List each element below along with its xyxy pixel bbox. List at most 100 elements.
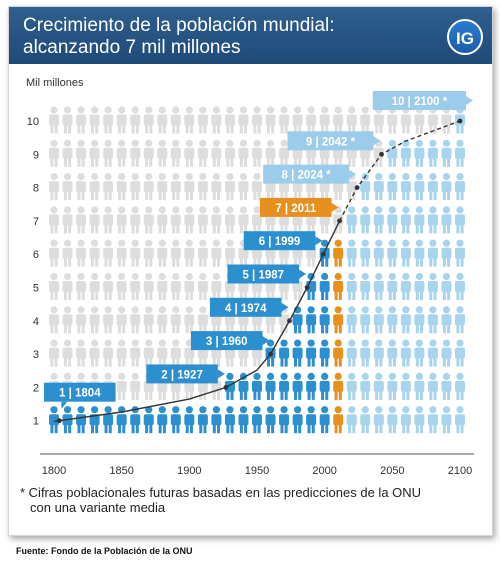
person-leg-right [176, 224, 180, 234]
person-leg-right [311, 357, 315, 367]
person-head [104, 239, 112, 247]
person-icon [116, 239, 127, 267]
person-leg-left [334, 424, 338, 434]
person-body [197, 380, 208, 392]
person-icon [157, 173, 168, 201]
person-icon [116, 206, 127, 234]
person-icon [292, 372, 303, 400]
person-body [252, 247, 262, 259]
person-head [118, 239, 126, 247]
person-leg-right [311, 191, 315, 201]
person-leg-right [189, 257, 193, 267]
person-head [456, 272, 464, 281]
person-body [292, 414, 303, 426]
person-head [456, 406, 464, 414]
person-leg-right [325, 124, 329, 134]
person-icon [224, 106, 235, 134]
person-body [184, 380, 195, 392]
milestone-point [57, 418, 62, 424]
person-leg-left [226, 390, 230, 400]
person-leg-right [352, 424, 356, 434]
person-body [441, 247, 452, 259]
milestone-label-1: 1 | 1804 [44, 382, 116, 409]
person-leg-right [68, 324, 72, 334]
person-body [400, 147, 411, 159]
person-head [145, 339, 153, 347]
person-leg-left [104, 124, 108, 134]
milestone-label-text: 7 | 2011 [275, 203, 317, 215]
person-body [238, 214, 249, 226]
person-leg-left [212, 257, 216, 267]
person-body [346, 181, 357, 193]
person-leg-left [402, 291, 406, 300]
person-leg-right [257, 324, 261, 334]
person-body [400, 281, 411, 292]
person-leg-left [294, 424, 297, 434]
person-body [455, 414, 465, 426]
person-icon [427, 306, 438, 334]
person-icon [238, 206, 249, 234]
person-body [157, 147, 168, 159]
person-icon [455, 272, 465, 300]
person-body [387, 181, 398, 193]
person-body [387, 281, 398, 292]
person-leg-left [375, 224, 379, 234]
person-leg-left [280, 424, 284, 434]
person-icon [62, 306, 73, 334]
person-head [77, 306, 85, 314]
person-body [116, 281, 127, 292]
person-body [89, 181, 100, 193]
people-grid [49, 106, 465, 434]
person-leg-left [104, 291, 108, 300]
person-leg-right [447, 390, 451, 400]
person-body [184, 414, 195, 426]
person-body [130, 214, 141, 226]
person-head [266, 339, 275, 347]
person-leg-right [244, 124, 248, 134]
person-head [63, 339, 72, 347]
person-body [103, 314, 114, 326]
person-leg-right [284, 191, 288, 201]
person-leg-left [145, 157, 149, 167]
person-leg-right [108, 257, 112, 267]
person-body [197, 247, 208, 259]
person-leg-right [338, 257, 342, 267]
person-head [442, 206, 451, 214]
person-body [360, 247, 371, 259]
person-icon [130, 106, 141, 134]
person-leg-right [325, 191, 329, 201]
person-body [211, 114, 222, 126]
person-leg-right [68, 424, 72, 434]
person-body [116, 414, 127, 426]
person-leg-left [145, 257, 149, 267]
person-body [333, 414, 344, 426]
person-head [145, 272, 153, 281]
person-leg-right [244, 157, 248, 167]
person-head [145, 173, 153, 181]
person-body [116, 214, 127, 226]
person-icon [157, 206, 168, 234]
person-icon [49, 206, 59, 234]
person-leg-right [311, 257, 315, 267]
person-leg-left [50, 424, 54, 434]
person-leg-left [442, 224, 446, 234]
person-head [118, 306, 126, 314]
person-leg-right [311, 224, 315, 234]
person-body [306, 214, 317, 226]
person-head [104, 372, 112, 380]
person-leg-left [212, 157, 216, 167]
person-leg-left [415, 157, 419, 167]
person-leg-left [321, 191, 325, 201]
person-leg-left [334, 291, 338, 300]
person-head [145, 206, 153, 214]
person-body [400, 114, 411, 126]
person-icon [252, 372, 262, 400]
person-leg-left [199, 324, 203, 334]
person-head [415, 139, 423, 147]
person-head [334, 106, 342, 114]
person-head [118, 173, 126, 181]
person-leg-right [271, 357, 275, 367]
person-head [226, 106, 234, 114]
person-head [334, 372, 342, 380]
y-tick-label: 9 [33, 149, 39, 161]
